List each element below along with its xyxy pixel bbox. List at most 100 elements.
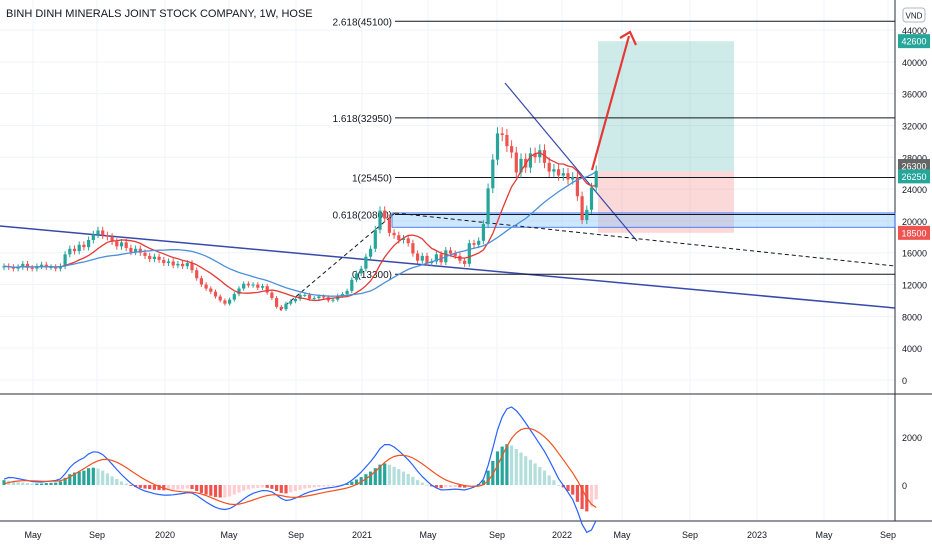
macd-bar [91, 467, 95, 485]
macd-bar [21, 482, 25, 485]
candle-body [157, 256, 161, 260]
macd-bar [519, 452, 523, 485]
macd-bar [181, 485, 185, 490]
macd-bar [44, 483, 48, 485]
time-tick-label: 2021 [352, 530, 372, 540]
candle-body [77, 244, 81, 252]
macd-bar [157, 485, 161, 491]
macd-bar [411, 476, 415, 485]
candle-body [411, 243, 415, 254]
candle-body [359, 268, 363, 274]
price-badge-label: 26250 [901, 172, 926, 182]
macd-bar [237, 485, 241, 493]
macd-bar [406, 473, 410, 485]
macd-bar [298, 485, 302, 490]
candle-body [185, 263, 189, 267]
macd-bar [448, 485, 453, 488]
macd-bar [129, 485, 133, 486]
candle-body [181, 263, 185, 267]
candle-body [298, 294, 302, 299]
candle-body [119, 242, 124, 247]
macd-bar [185, 485, 189, 489]
macd-bar [87, 468, 91, 485]
macd-bar [110, 476, 114, 485]
candle-body [425, 255, 429, 264]
candle-body [138, 248, 142, 253]
candle-body [68, 248, 72, 255]
candle-body [538, 150, 542, 158]
candle-body [21, 263, 25, 268]
macd-bar [453, 485, 457, 487]
macd-bar [383, 463, 387, 485]
macd-bar [2, 480, 6, 485]
target-zone [598, 41, 734, 172]
macd-histogram [2, 444, 598, 512]
time-tick-label: May [613, 530, 631, 540]
candle-body [312, 298, 316, 300]
candle-body [232, 294, 236, 300]
price-tick-label: 4000 [902, 344, 922, 354]
macd-bar [566, 485, 570, 491]
macd-bar [25, 483, 30, 485]
macd-bar [96, 468, 100, 485]
candle-body [354, 273, 359, 280]
macd-bar [571, 485, 575, 495]
candle-body [171, 261, 175, 266]
macd-bar [425, 484, 429, 486]
candle-body [105, 235, 109, 237]
macd-bar [284, 485, 288, 494]
candle-body [467, 243, 471, 264]
candle-body [63, 254, 67, 267]
macd-bar [40, 483, 44, 485]
macd-bar [270, 485, 274, 489]
macd-bar [326, 485, 330, 487]
candle-body [369, 248, 373, 257]
macd-bar [420, 482, 424, 485]
candle-body [594, 170, 598, 188]
candle-body [101, 230, 105, 236]
moving-average-long [3, 171, 597, 297]
macd-bar [307, 485, 312, 488]
candle-body [143, 252, 147, 256]
macd-bar [322, 485, 326, 487]
candle-body [270, 292, 274, 299]
currency-badge [902, 7, 926, 23]
macd-bar [124, 483, 128, 485]
price-tick-label: 44000 [902, 26, 927, 36]
candle-body [547, 162, 551, 172]
price-tick-label: 36000 [902, 90, 927, 100]
macd-bar [401, 471, 406, 485]
candle-body [575, 177, 579, 197]
macd-bar [54, 482, 58, 485]
macd-bar [105, 473, 109, 485]
macd-bar [312, 485, 316, 488]
time-tick-label: Sep [682, 530, 698, 540]
stop-zone [598, 171, 734, 233]
macd-bar [265, 485, 269, 488]
time-axis: May Sep 2020 May Sep 2021 May Sep 2022 May Sep 2023… [24, 530, 896, 540]
macd-bar [495, 451, 500, 485]
macd-bar [138, 485, 142, 488]
macd-bar [552, 480, 556, 485]
macd-bar [190, 485, 194, 490]
price-tick-label: 0 [902, 376, 907, 386]
macd-bar [152, 485, 156, 490]
candle-body [322, 296, 326, 298]
projection-arrowhead [619, 30, 637, 46]
projection-arrow [590, 35, 631, 171]
macd-bar [63, 477, 67, 485]
fib-level-label: 2.618(45100) [333, 17, 393, 28]
moving-average-short [3, 152, 597, 302]
candle-body [195, 270, 199, 279]
macd-bar [557, 485, 561, 486]
candle-body [72, 248, 77, 252]
macd-bar [331, 485, 335, 486]
grid [0, 0, 895, 521]
candle-body [204, 284, 208, 289]
macd-bar [119, 481, 124, 485]
macd-bar [199, 485, 203, 493]
candle-body [383, 210, 387, 219]
macd-bar [218, 485, 222, 498]
